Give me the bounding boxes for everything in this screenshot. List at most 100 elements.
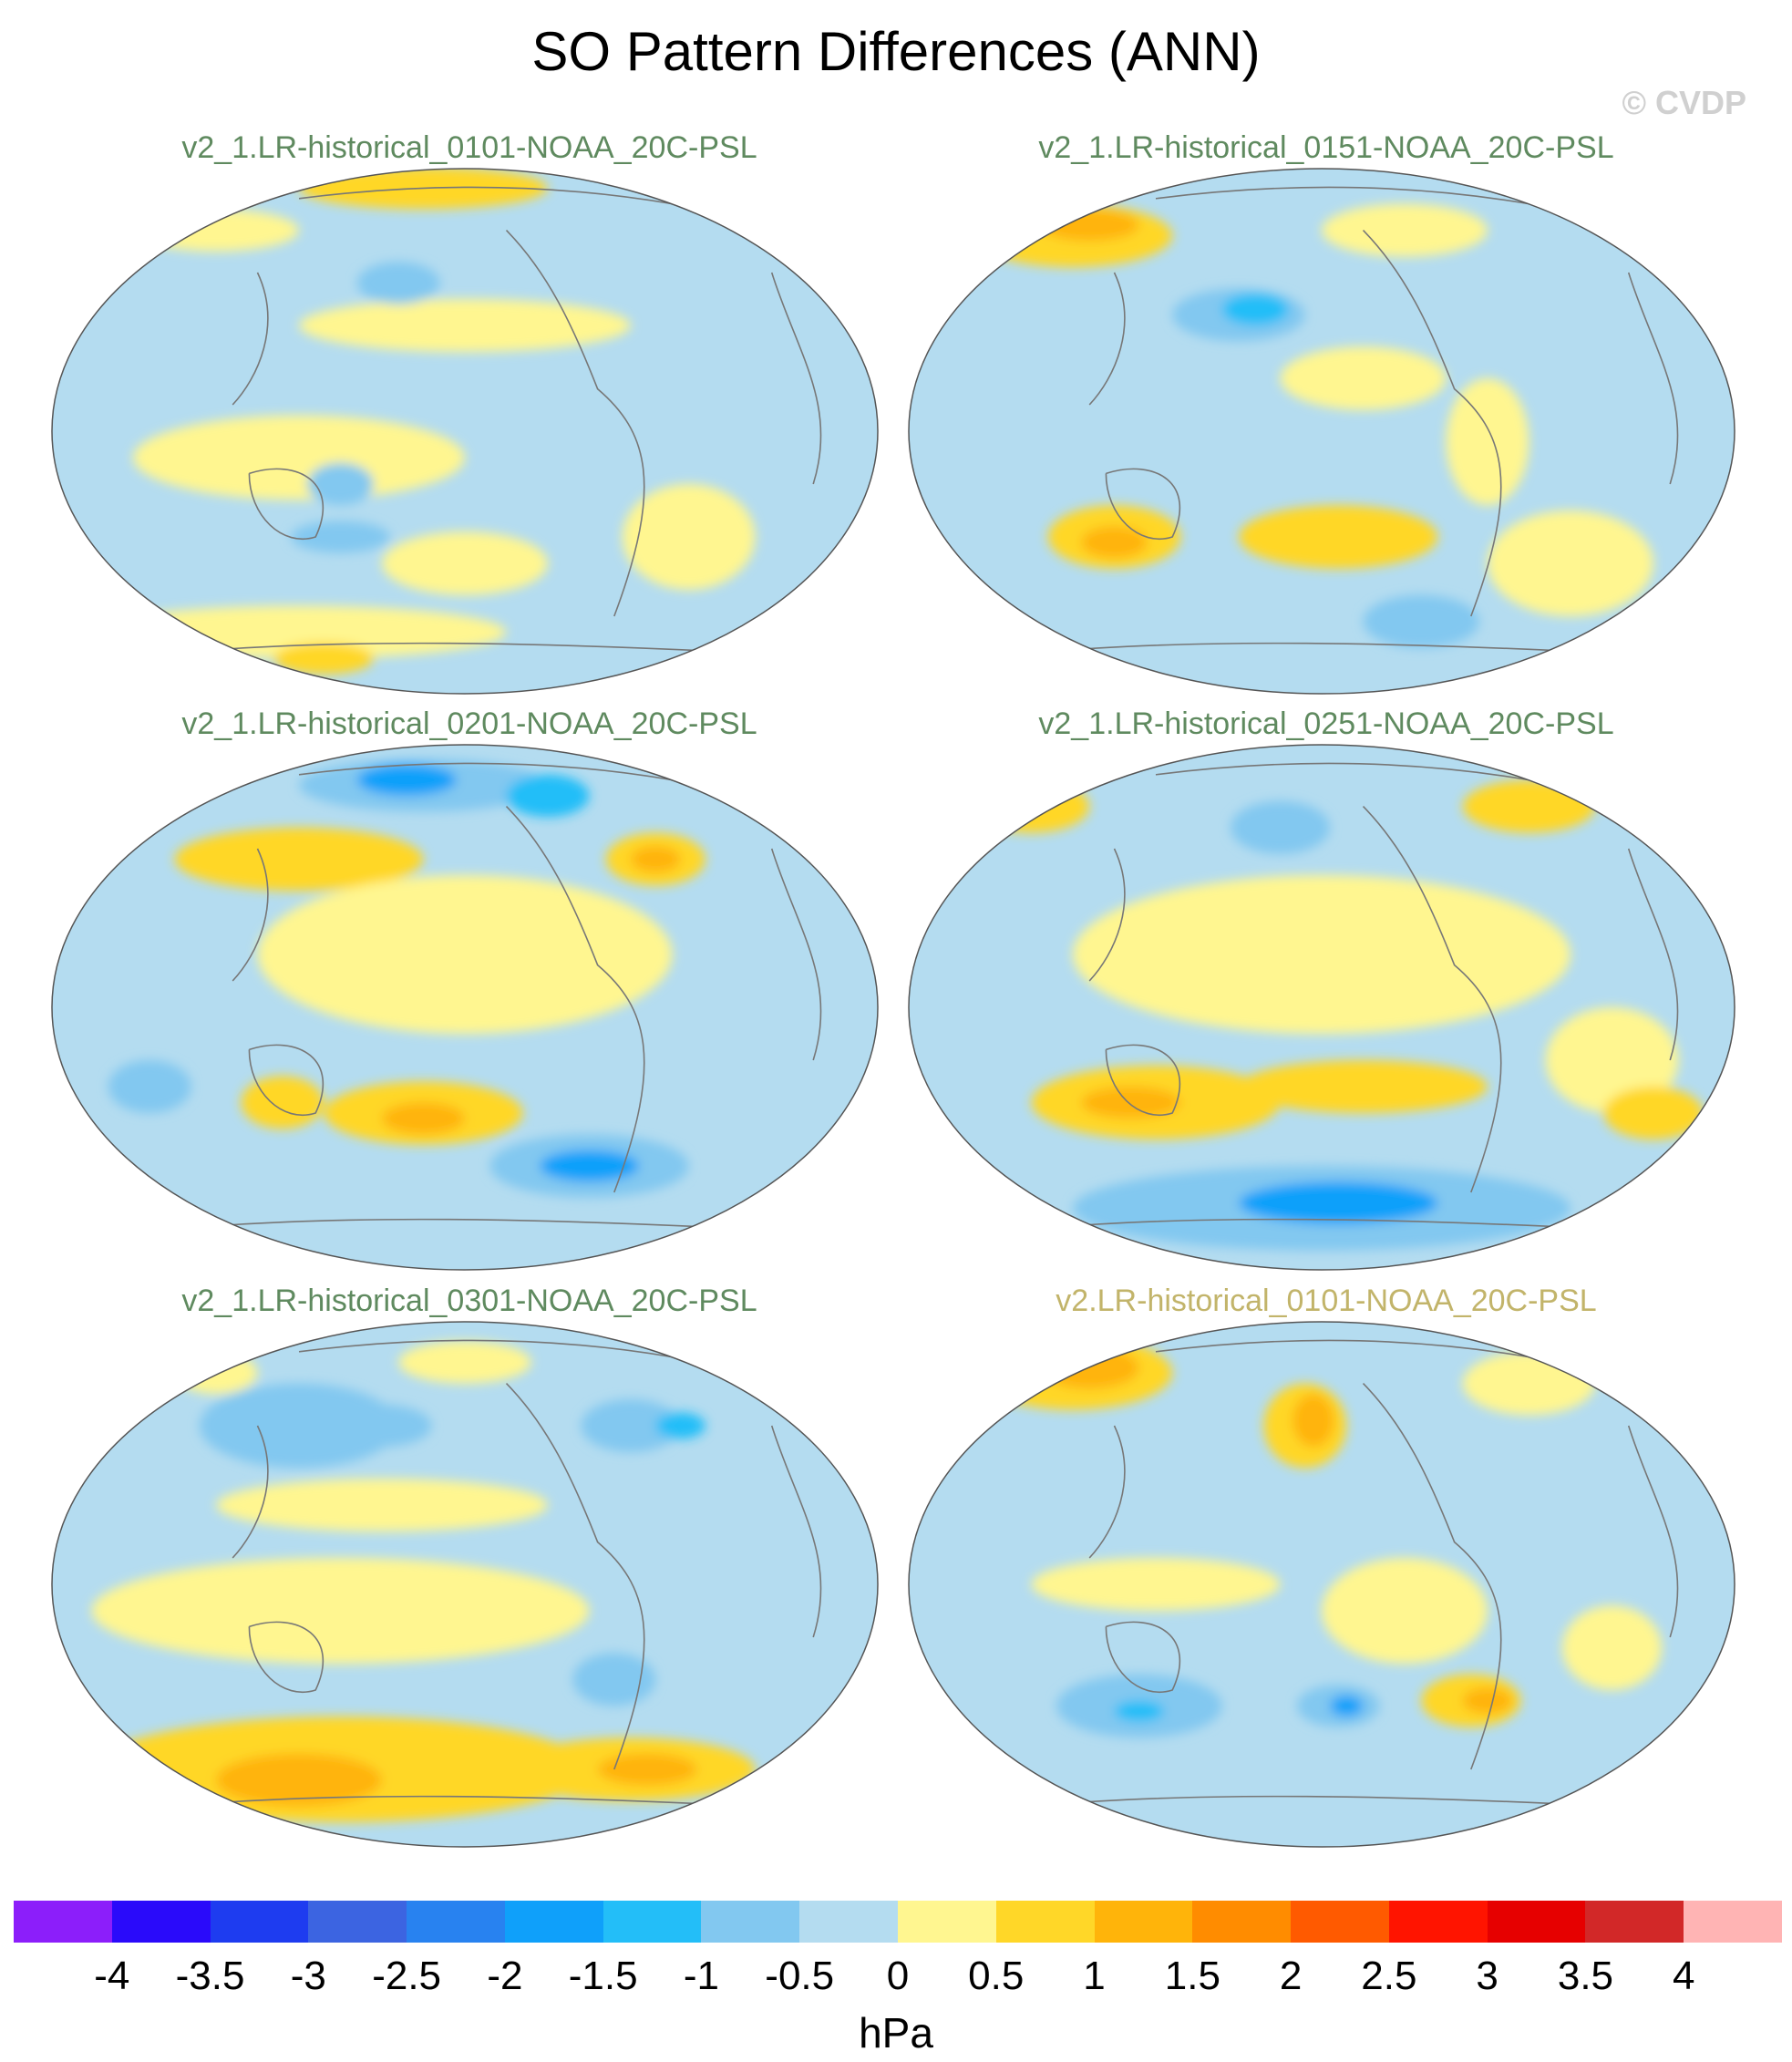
anomaly-contour (299, 299, 631, 352)
anomaly-contour (257, 875, 673, 1034)
anomaly-contour (1462, 1687, 1513, 1715)
coastline (1031, 762, 1679, 1231)
colorbar-segment (1291, 1901, 1390, 1943)
colorbar-segment (995, 1901, 1096, 1943)
anomaly-contour (1545, 1007, 1679, 1113)
anomaly-contour (581, 1399, 681, 1452)
colorbar-segment (14, 1901, 113, 1943)
anomaly-contour (174, 827, 424, 892)
colorbar-segment (1585, 1901, 1684, 1943)
anomaly-contour (1081, 526, 1148, 559)
colorbar-tick-label: -3 (290, 1954, 326, 1998)
anomaly-contour (1322, 1558, 1488, 1664)
map-border (51, 168, 879, 695)
map-border (908, 1321, 1735, 1848)
map-panel: v2_1.LR-historical_0101-NOAA_20C-PSL (50, 130, 889, 696)
anomaly-contour (1031, 1558, 1281, 1611)
map-border (51, 744, 879, 1271)
anomaly-contour (1239, 1181, 1438, 1224)
anomaly-contour (382, 1102, 465, 1135)
coastline (174, 1339, 822, 1808)
anomaly-contour (382, 531, 548, 595)
colorbar-tick-label: 1.5 (1164, 1954, 1220, 1998)
map-panel: v2_1.LR-historical_0251-NOAA_20C-PSL (907, 706, 1746, 1272)
colorbar-segment (701, 1901, 800, 1943)
anomaly-contour (1363, 594, 1479, 648)
colorbar-tick-label: -1 (683, 1954, 719, 1998)
colorbar-tick-label: -3.5 (175, 1954, 245, 1998)
robinson-map (908, 744, 1735, 1271)
panel-title: v2_1.LR-historical_0251-NOAA_20C-PSL (1038, 706, 1614, 741)
anomaly-contour (1293, 1394, 1334, 1448)
colorbar-segment (799, 1901, 899, 1943)
anomaly-contour (1322, 203, 1488, 257)
anomaly-contour (1081, 1087, 1181, 1119)
colorbar-segment (1192, 1901, 1292, 1943)
colorbar-tick-label: -2.5 (372, 1954, 442, 1998)
colorbar-tick-label: 3 (1476, 1954, 1498, 1998)
anomaly-contour (1462, 1351, 1596, 1416)
panel-title: v2_1.LR-historical_0101-NOAA_20C-PSL (181, 130, 757, 165)
anomaly-contour (1230, 800, 1331, 854)
colorbar-tick-label: -1.5 (568, 1954, 638, 1998)
colorbar-tick-label: 1 (1083, 1954, 1106, 1998)
map-panel: v2_1.LR-historical_0201-NOAA_20C-PSL (50, 706, 889, 1272)
anomaly-contour (1603, 1087, 1704, 1139)
anomaly-contour (1239, 505, 1438, 569)
anomaly-contour (273, 643, 374, 675)
panel-title: v2.LR-historical_0101-NOAA_20C-PSL (1056, 1284, 1597, 1318)
anomaly-contour (622, 484, 756, 590)
map-border (51, 1321, 879, 1848)
colorbar-segment (898, 1901, 997, 1943)
anomaly-contour (290, 521, 391, 553)
coastline (1031, 186, 1679, 655)
cvdp-watermark: © CVDP (1622, 84, 1746, 121)
anomaly-contour (655, 1412, 705, 1439)
robinson-map (51, 168, 879, 695)
colorbar-tick-label: 3.5 (1557, 1954, 1614, 1998)
anomaly-contour (307, 462, 374, 506)
colorbar-segment (504, 1901, 604, 1943)
anomaly-contour (199, 1383, 399, 1469)
colorbar-segment (407, 1901, 506, 1943)
colorbar-tick-label: 4 (1672, 1954, 1695, 1998)
colorbar-tick-label: 0.5 (968, 1954, 1025, 1998)
anomaly-contour (506, 774, 590, 818)
anomaly-contour (1280, 346, 1447, 410)
anomaly-contour (174, 1351, 258, 1395)
colorbar-segment (308, 1901, 407, 1943)
panel-title: v2_1.LR-historical_0301-NOAA_20C-PSL (181, 1284, 757, 1318)
coastline (1031, 1339, 1679, 1808)
robinson-map (51, 1321, 879, 1848)
colorbar-tick-label: 2.5 (1361, 1954, 1417, 1998)
anomaly-contour (356, 764, 457, 796)
anomaly-contour (1239, 1060, 1488, 1113)
anomaly-contour (133, 415, 465, 500)
map-border (908, 744, 1735, 1271)
anomaly-contour (1114, 1700, 1165, 1722)
colorbar-segment (1487, 1901, 1586, 1943)
anomaly-contour (216, 1753, 382, 1807)
anomaly-contour (91, 1558, 590, 1664)
colorbar-tick-label: -2 (487, 1954, 523, 1998)
anomaly-contour (133, 209, 299, 252)
anomaly-contour (356, 262, 440, 304)
panel-title: v2_1.LR-historical_0201-NOAA_20C-PSL (181, 706, 757, 741)
coastline (174, 186, 822, 655)
anomaly-contour (1221, 294, 1289, 325)
anomaly-contour (973, 1335, 1173, 1410)
anomaly-contour (1073, 875, 1571, 1034)
colorbar-units: hPa (859, 2009, 933, 2057)
colorbar-segment (1094, 1901, 1193, 1943)
anomaly-contour (1488, 510, 1653, 616)
anomaly-contour (216, 1479, 548, 1531)
anomaly-contour (539, 1150, 640, 1182)
anomaly-contour (973, 779, 1090, 833)
colorbar-segment (602, 1901, 702, 1943)
colorbar-segment (111, 1901, 211, 1943)
colorbar-tick-label: -0.5 (765, 1954, 835, 1998)
colorbar-tick-label: -4 (94, 1954, 130, 1998)
robinson-map (908, 168, 1735, 695)
colorbar-tick-label: 2 (1279, 1954, 1303, 1998)
anomaly-contour (572, 1653, 656, 1706)
